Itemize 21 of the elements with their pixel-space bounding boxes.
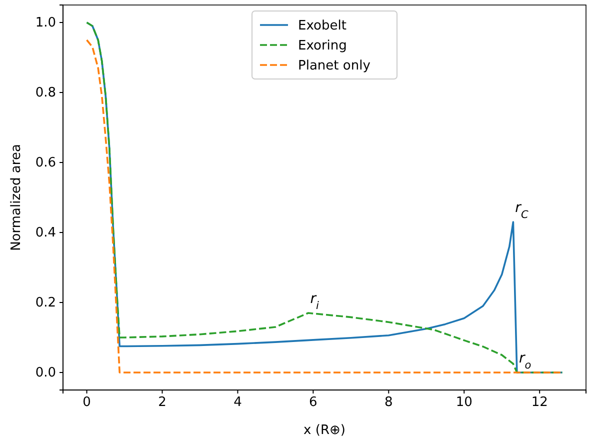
x-tick-label: 12 bbox=[531, 395, 548, 410]
y-tick-label: 1.0 bbox=[35, 16, 56, 31]
x-axis-title: x (R⊕) bbox=[304, 423, 346, 438]
x-tick-label: 8 bbox=[384, 395, 393, 410]
x-tick-label: 10 bbox=[456, 395, 472, 410]
x-tick-label: 2 bbox=[158, 395, 166, 410]
legend-label: Exobelt bbox=[298, 18, 346, 34]
legend-label: Exoring bbox=[298, 38, 347, 54]
legend-label: Planet only bbox=[298, 58, 371, 74]
annotation: r$_{C}$ bbox=[515, 200, 529, 221]
y-tick-label: 0.0 bbox=[35, 366, 56, 381]
annotation: r$_{o}$ bbox=[518, 350, 532, 372]
y-axis-title: Normalized area bbox=[9, 144, 24, 251]
y-tick-label: 0.2 bbox=[35, 296, 56, 311]
y-tick-label: 0.4 bbox=[35, 226, 56, 241]
x-tick-label: 4 bbox=[234, 395, 242, 410]
y-tick-label: 0.8 bbox=[35, 86, 56, 101]
y-tick-label: 0.6 bbox=[35, 156, 56, 171]
annotation: r$_{i}$ bbox=[310, 291, 320, 312]
x-tick-label: 0 bbox=[82, 395, 91, 410]
x-tick-label: 6 bbox=[309, 395, 318, 410]
